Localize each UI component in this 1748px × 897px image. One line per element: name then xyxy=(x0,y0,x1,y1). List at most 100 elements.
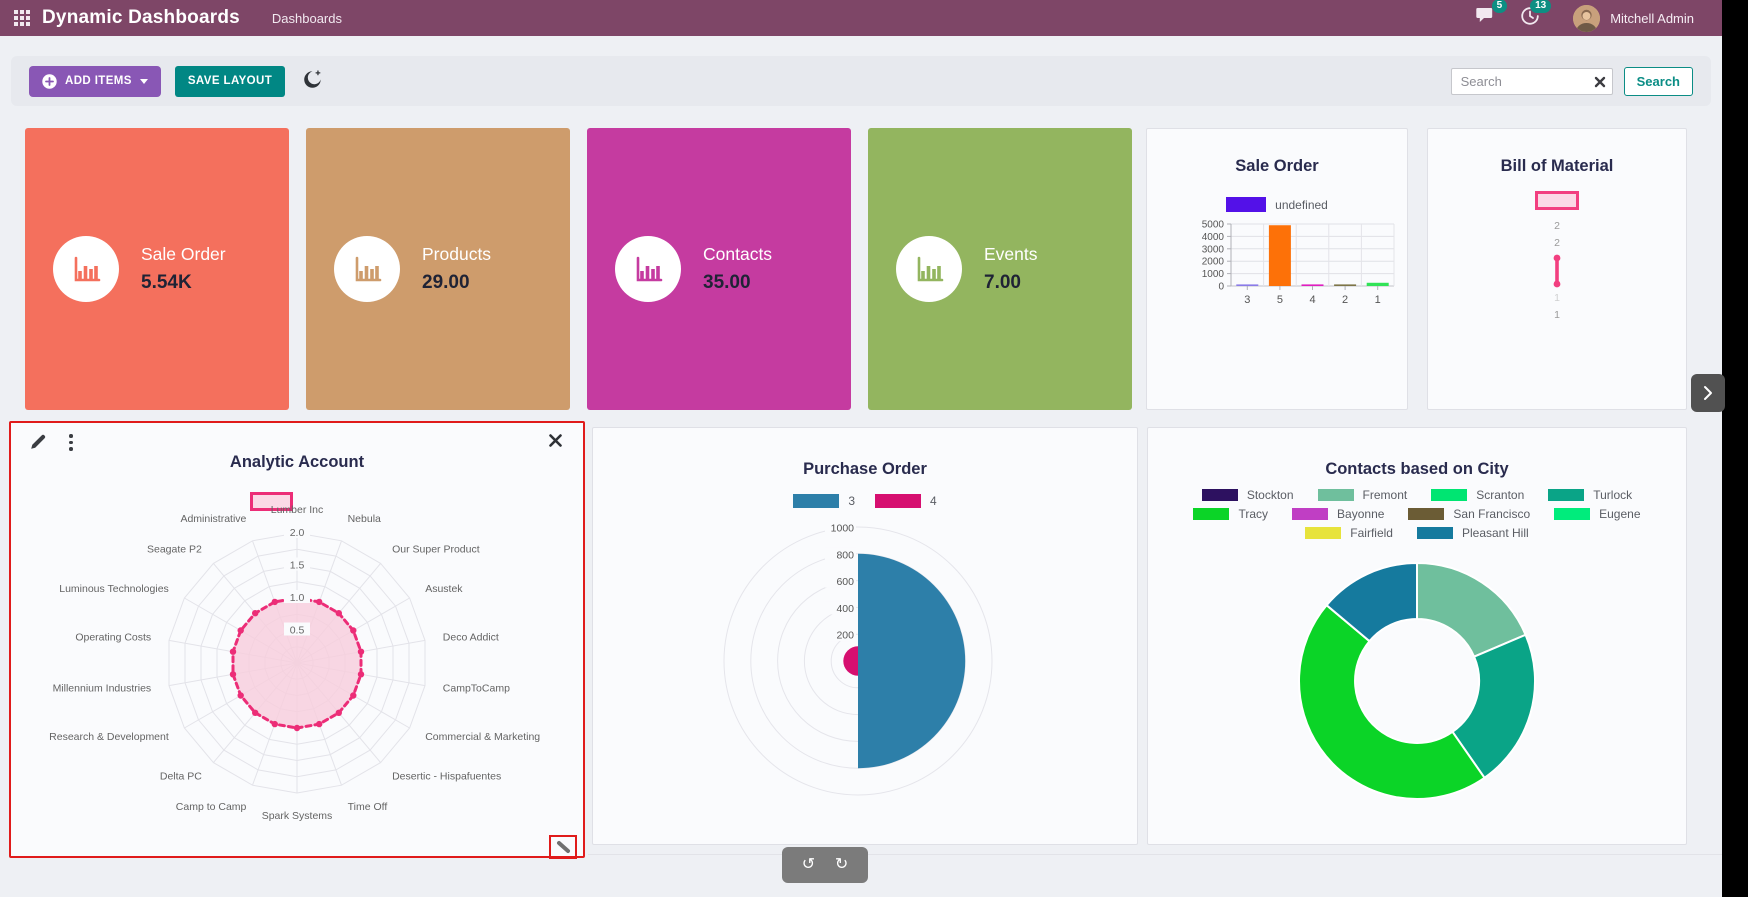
legend-item-stockton[interactable]: Stockton xyxy=(1201,488,1294,502)
user-name[interactable]: Mitchell Admin xyxy=(1610,10,1694,26)
radar-axis-label-research-development: Research & Development xyxy=(49,731,169,743)
add-items-button[interactable]: ADD ITEMS xyxy=(29,65,161,97)
messages-button[interactable]: 5 xyxy=(1476,0,1508,29)
legend-label: Stockton xyxy=(1246,488,1294,502)
bar-chart-icon xyxy=(355,256,382,282)
plus-circle-icon xyxy=(42,73,57,89)
legend-swatch xyxy=(1317,489,1354,501)
widget-bill-of-material-chart[interactable]: Bill of Material 2 2 1 1 xyxy=(1427,128,1687,410)
search-button[interactable]: Search xyxy=(1623,66,1693,96)
kpi-tile-contacts[interactable]: Contacts 35.00 xyxy=(587,128,851,410)
legend-label: Bayonne xyxy=(1337,507,1385,521)
legend-item-san-francisco[interactable]: San Francisco xyxy=(1408,507,1530,521)
sale-order-bar-canvas[interactable]: 0 1000 2000 3000 4000 5000 3 5 4 2 1 xyxy=(1147,217,1409,327)
close-widget-button[interactable] xyxy=(549,434,562,447)
search-area: Search xyxy=(1450,66,1693,96)
legend-swatch[interactable] xyxy=(1535,191,1579,210)
widget-contacts-city-chart[interactable]: Contacts based on City Stockton Fremont Sc… xyxy=(1147,427,1687,845)
legend-swatch xyxy=(1226,197,1267,212)
svg-text:5: 5 xyxy=(1277,294,1283,306)
search-input[interactable] xyxy=(1450,67,1613,95)
legend-swatch xyxy=(1431,489,1468,501)
expand-panel-tab[interactable] xyxy=(1691,374,1725,412)
legend-item-fremont[interactable]: Fremont xyxy=(1317,488,1408,502)
legend-swatch xyxy=(1292,508,1329,520)
contacts-doughnut-canvas[interactable] xyxy=(1148,428,1686,844)
kpi-label: Sale Order xyxy=(141,244,226,264)
resize-handle[interactable] xyxy=(549,835,577,859)
menu-dashboards[interactable]: Dashboards xyxy=(271,10,342,26)
svg-text:0: 0 xyxy=(1218,282,1224,293)
chart-title: Sale Order xyxy=(1235,157,1319,175)
legend-label: undefined xyxy=(1275,197,1328,212)
activities-button[interactable]: 13 xyxy=(1521,0,1552,30)
kpi-label: Events xyxy=(984,244,1038,264)
user-avatar[interactable] xyxy=(1573,4,1601,32)
legend-item-turlock[interactable]: Turlock xyxy=(1548,488,1632,502)
radar-legend-swatch[interactable] xyxy=(250,492,293,511)
dashboard-toolbar: ADD ITEMS SAVE LAYOUT Search xyxy=(11,56,1711,106)
undo-icon[interactable]: ↺ xyxy=(801,856,816,873)
svg-text:200: 200 xyxy=(836,630,854,642)
legend-swatch xyxy=(1193,508,1230,520)
legend-item-eugene[interactable]: Eugene xyxy=(1554,507,1641,521)
kpi-tiles-row: Sale Order 5.54K Products 29.00 Contacts 35.0… xyxy=(25,128,1132,410)
bar-3[interactable] xyxy=(1236,284,1259,286)
legend-label: Scranton xyxy=(1476,488,1525,502)
legend-label: Fremont xyxy=(1362,488,1408,502)
svg-text:1000: 1000 xyxy=(1202,269,1225,280)
chart-title: Contacts based on City xyxy=(1325,460,1509,478)
app-title: Dynamic Dashboards xyxy=(42,7,240,28)
donut-slice-turlock[interactable] xyxy=(1451,633,1536,779)
clear-search-icon[interactable] xyxy=(1594,75,1606,93)
radar-axis-label-time-off: Time Off xyxy=(348,801,388,813)
bar-2[interactable] xyxy=(1334,284,1357,286)
bar-4[interactable] xyxy=(1301,284,1324,286)
widget-sale-order-chart[interactable]: Sale Order undefined 0 1000 2000 3000 4000 50… xyxy=(1146,128,1408,410)
radar-axis-label-camptocamp: CampToCamp xyxy=(443,683,510,695)
legend-item-4[interactable]: 4 xyxy=(875,494,937,508)
radar-data-polygon[interactable] xyxy=(231,596,363,730)
apps-menu-icon[interactable] xyxy=(14,10,30,26)
donut-slice-pleasant-hill[interactable] xyxy=(1325,562,1418,643)
undo-redo-bar: ↺ ↻ xyxy=(782,847,868,883)
kpi-text: Contacts 35.00 xyxy=(703,244,772,294)
legend-item-3[interactable]: 3 xyxy=(793,494,855,508)
bill-of-material-canvas[interactable]: 2 2 1 1 xyxy=(1428,191,1686,322)
svg-text:2.0: 2.0 xyxy=(290,527,305,539)
grid-divider xyxy=(588,854,1722,855)
save-layout-button[interactable]: SAVE LAYOUT xyxy=(174,65,286,97)
chart-title: Bill of Material xyxy=(1500,157,1614,175)
edit-widget-button[interactable] xyxy=(29,433,47,451)
widget-menu-button[interactable] xyxy=(69,434,73,451)
legend-item-fairfield[interactable]: Fairfield xyxy=(1305,526,1393,540)
polar-slice-3[interactable] xyxy=(858,553,966,769)
bar-5[interactable] xyxy=(1268,225,1291,286)
donut-slice-tracy[interactable] xyxy=(1298,604,1486,801)
legend-item-tracy[interactable]: Tracy xyxy=(1193,507,1268,521)
radar-axis-label-luminous-technologies: Luminous Technologies xyxy=(59,583,169,595)
legend-item-undefined[interactable]: undefined xyxy=(1226,197,1328,212)
legend-item-bayonne[interactable]: Bayonne xyxy=(1292,507,1384,521)
svg-text:2: 2 xyxy=(1342,294,1348,306)
redo-icon[interactable]: ↻ xyxy=(834,856,849,873)
legend-swatch xyxy=(1416,527,1453,539)
legend-label: Pleasant Hill xyxy=(1461,526,1529,540)
legend-item-scranton[interactable]: Scranton xyxy=(1431,488,1524,502)
kpi-tile-sale-order[interactable]: Sale Order 5.54K xyxy=(25,128,289,410)
bar-1[interactable] xyxy=(1366,282,1389,286)
analytic-account-radar-canvas[interactable]: 0.5 1.0 1.5 2.0 Lumber Inc Nebula Our Super Pr… xyxy=(11,423,583,856)
kpi-label: Contacts xyxy=(703,244,773,264)
kpi-tile-products[interactable]: Products 29.00 xyxy=(306,128,570,410)
legend-item-pleasant-hill[interactable]: Pleasant Hill xyxy=(1416,526,1529,540)
polar-slice-4[interactable] xyxy=(843,646,858,676)
svg-text:1: 1 xyxy=(1375,294,1381,306)
purchase-order-polar-canvas[interactable]: 1000 800 600 400 200 xyxy=(593,428,1137,844)
dark-mode-toggle[interactable] xyxy=(301,69,323,94)
kpi-tile-events[interactable]: Events 7.00 xyxy=(868,128,1132,410)
radar-axis-label-seagate-p2: Seagate P2 xyxy=(147,544,202,556)
widget-analytic-account-chart-selected[interactable]: Analytic Account 0.5 1.0 1.5 2.0 Lumber Inc N… xyxy=(9,421,585,859)
axis-tick-label: 1 xyxy=(1554,292,1560,304)
